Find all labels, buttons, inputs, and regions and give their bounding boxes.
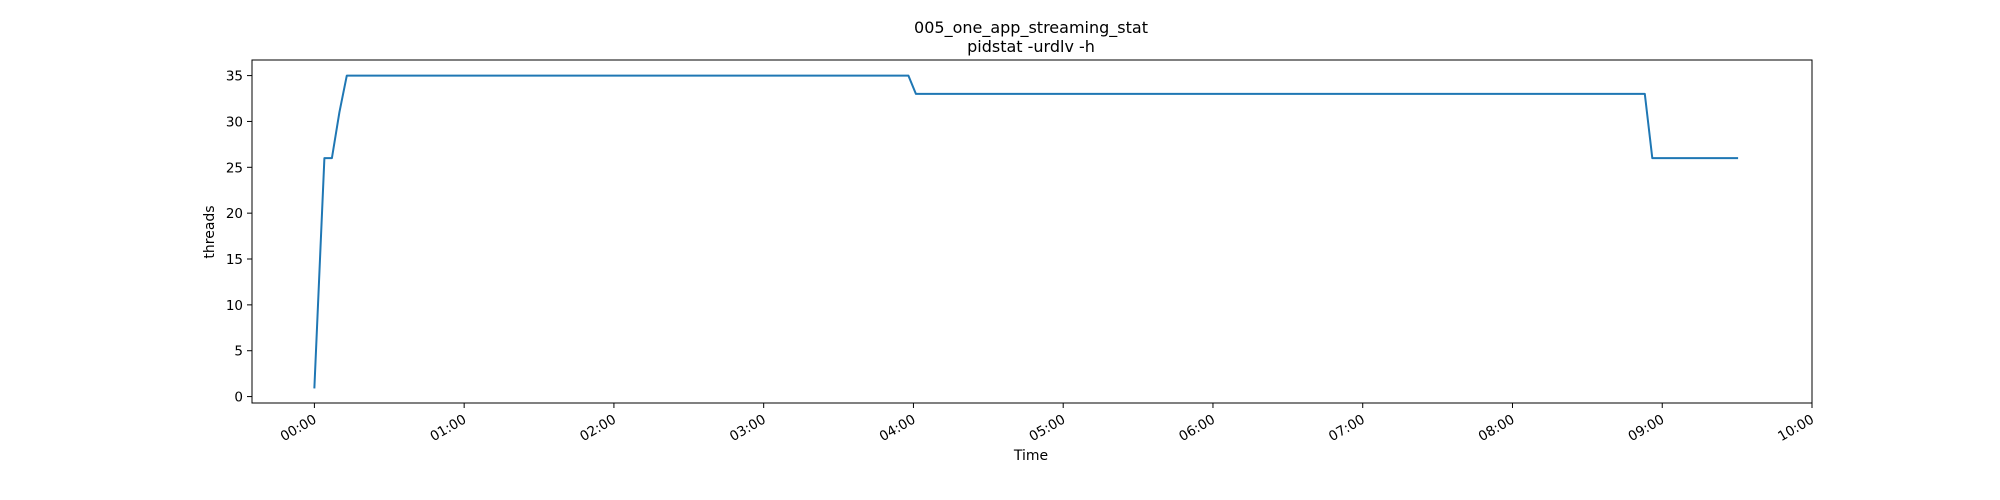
y-tick-label: 15: [226, 252, 243, 268]
y-axis-label: threads: [202, 205, 218, 258]
y-tick-label: 30: [226, 114, 243, 130]
y-tick-label: 35: [226, 69, 243, 85]
y-axis-ticks: 0 5 10 15 20 25 30 35: [226, 69, 252, 406]
series-layer: [313, 74, 1739, 389]
y-tick-label: 25: [226, 160, 243, 176]
chart-subtitle: pidstat -urdlv -h: [967, 37, 1095, 56]
y-tick-label: 0: [234, 390, 243, 406]
x-axis-label: Time: [1013, 448, 1048, 464]
y-tick-label: 5: [234, 344, 243, 360]
chart-title: 005_one_app_streaming_stat: [914, 18, 1148, 38]
plot-frame: [251, 59, 1813, 404]
y-tick-label: 20: [226, 206, 243, 222]
y-tick-label: 10: [226, 298, 243, 314]
series-line-0: [313, 74, 1739, 389]
